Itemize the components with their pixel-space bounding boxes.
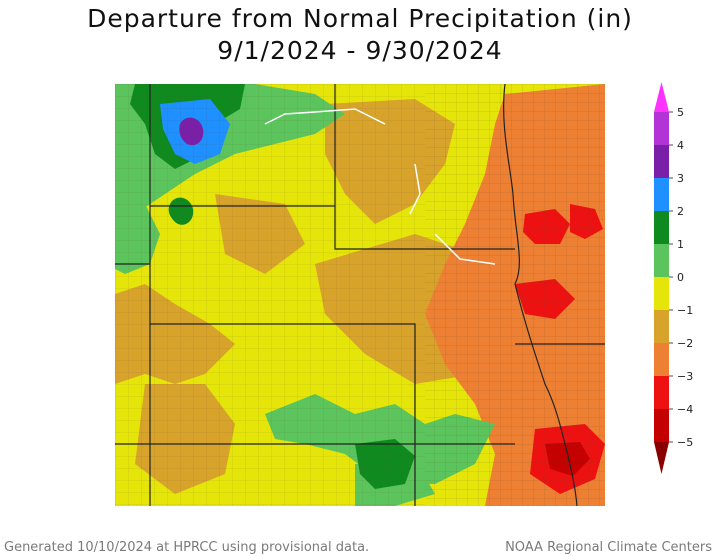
map-title: Departure from Normal Precipitation (in)	[87, 4, 633, 33]
generated-note: Generated 10/10/2024 at HPRCC using prov…	[4, 540, 370, 555]
source-credit: NOAA Regional Climate Centers	[505, 540, 712, 555]
legend-swatch	[654, 376, 669, 409]
legend-swatch	[654, 211, 669, 244]
legend-swatch	[654, 409, 669, 442]
legend-swatch	[654, 145, 669, 178]
legend-label: 4	[677, 139, 684, 152]
legend-label: 2	[677, 205, 684, 218]
rivers	[264, 108, 496, 265]
legend-swatch	[654, 343, 669, 376]
legend-label: −1	[677, 304, 693, 317]
legend-label: 1	[677, 238, 684, 251]
legend-label: −4	[677, 403, 693, 416]
legend-label: 0	[677, 271, 684, 284]
county-grid-east	[425, 84, 605, 506]
county-grid-west	[115, 84, 425, 506]
legend-swatch	[654, 310, 669, 343]
legend-swatch	[654, 244, 669, 277]
legend: 5 4 3 2 1 0 −1 −2 −3 −4 −5	[654, 82, 693, 474]
legend-label: 5	[677, 106, 684, 119]
date-range: 9/1/2024 - 9/30/2024	[217, 36, 503, 65]
legend-label: −2	[677, 337, 693, 350]
precipitation-departure-map	[115, 84, 605, 506]
state-boundaries	[115, 84, 605, 506]
legend-label: −5	[677, 436, 693, 449]
legend-label: −3	[677, 370, 693, 383]
legend-swatch-below-minus-5	[654, 442, 669, 474]
legend-swatch-above-5	[654, 82, 669, 112]
legend-label: 3	[677, 172, 684, 185]
legend-swatch	[654, 112, 669, 145]
legend-swatch	[654, 277, 669, 310]
legend-swatch	[654, 178, 669, 211]
